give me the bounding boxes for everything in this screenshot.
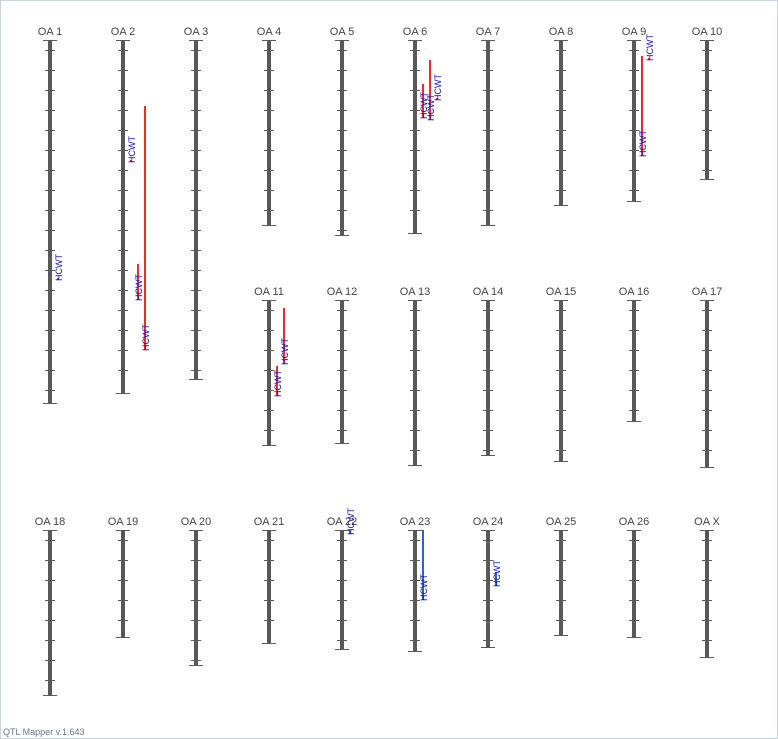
chromosome-bar: [559, 300, 563, 462]
qtl-label: HCWT: [492, 560, 502, 587]
chromosome-label: OA 12: [327, 286, 358, 298]
chromosome-label: OA 11: [254, 286, 284, 298]
chromosome-bar: [559, 40, 563, 206]
qtl-label: HCWT: [273, 370, 283, 397]
chromosome-label: OA 6: [403, 26, 427, 38]
chromosome-label: OA 23: [400, 516, 431, 528]
chromosome-bar: [267, 530, 271, 644]
chromosome-label: OA 8: [549, 26, 573, 38]
qtl-label: HCWT: [426, 94, 436, 121]
chromosome-label: OA 2: [111, 26, 135, 38]
version-label: QTL Mapper v.1.643: [3, 727, 85, 737]
chromosome-label: OA 13: [400, 286, 431, 298]
chromosome-bar: [705, 530, 709, 658]
chromosome-bar: [632, 40, 636, 202]
qtl-label: HCWT: [134, 274, 144, 301]
chromosome-bar: [632, 300, 636, 422]
chromosome-bar: [340, 530, 344, 650]
chromosome-label: OA 15: [546, 286, 577, 298]
chromosome-label: OA 24: [473, 516, 504, 528]
chromosome-label: OA 18: [35, 516, 66, 528]
qtl-label: HCWT: [638, 130, 648, 157]
qtl-label: HCWT: [127, 136, 137, 163]
chromosome-bar: [267, 40, 271, 226]
chromosome-label: OA 22: [327, 516, 358, 528]
qtl-label: HCWT: [433, 74, 443, 101]
chromosome-bar: [340, 300, 344, 444]
chromosome-bar: [48, 530, 52, 696]
chromosome-bar: [267, 300, 271, 446]
chromosome-label: OA X: [694, 516, 720, 528]
qtl-label: HCWT: [54, 254, 64, 281]
chromosome-label: OA 25: [546, 516, 577, 528]
chromosome-label: OA 16: [619, 286, 650, 298]
chromosome-bar: [340, 40, 344, 236]
chromosome-label: OA 14: [473, 286, 504, 298]
chromosome-bar: [413, 40, 417, 234]
chromosome-bar: [121, 40, 125, 394]
chromosome-label: OA 5: [330, 26, 354, 38]
chromosome-bar: [194, 530, 198, 666]
chromosome-label: OA 7: [476, 26, 500, 38]
chromosome-bar: [413, 300, 417, 466]
chromosome-label: OA 10: [692, 26, 723, 38]
chromosome-label: OA 1: [38, 26, 62, 38]
qtl-label: HCWT: [419, 574, 429, 601]
chromosome-bar: [486, 300, 490, 456]
qtl-label: HCWT: [280, 338, 290, 365]
chromosome-label: OA 20: [181, 516, 212, 528]
chromosome-label: OA 3: [184, 26, 208, 38]
chromosome-bar: [559, 530, 563, 636]
chromosome-bar: [632, 530, 636, 638]
chromosome-label: OA 19: [108, 516, 139, 528]
chromosome-label: OA 21: [254, 516, 285, 528]
chromosome-bar: [486, 40, 490, 226]
chromosome-label: OA 26: [619, 516, 650, 528]
chromosome-label: OA 17: [692, 286, 723, 298]
chromosome-bar: [413, 530, 417, 652]
chromosome-label: OA 9: [622, 26, 646, 38]
qtl-label: HCWT: [346, 508, 356, 535]
chromosome-bar: [48, 40, 52, 404]
chromosome-bar: [121, 530, 125, 638]
chromosome-bar: [486, 530, 490, 648]
chromosome-label: OA 4: [257, 26, 281, 38]
qtl-label: HCWT: [419, 92, 429, 119]
qtl-label: HCWT: [645, 34, 655, 61]
qtl-label: HCWT: [141, 324, 151, 351]
chromosome-bar: [705, 300, 709, 468]
